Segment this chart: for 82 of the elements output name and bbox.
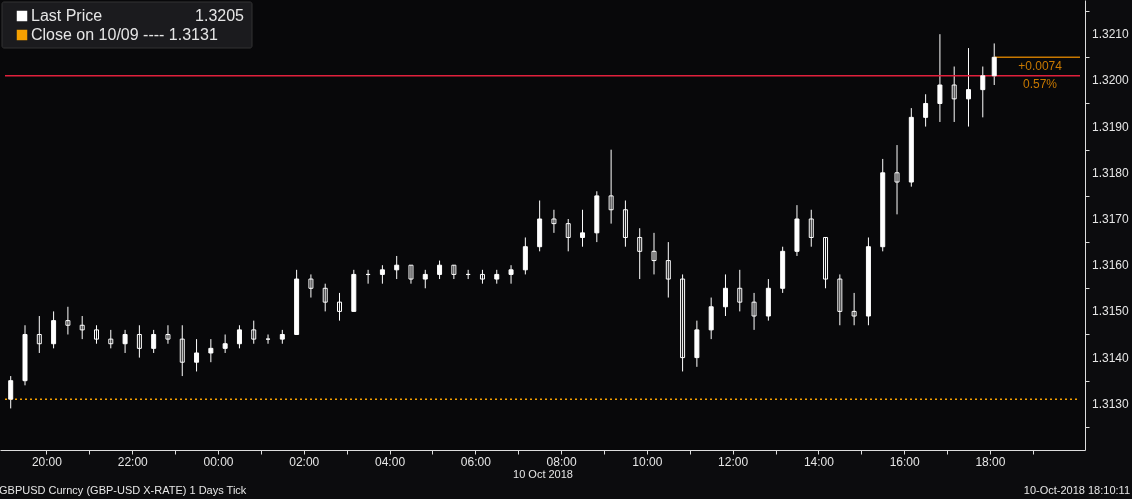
candlestick bbox=[851, 292, 857, 326]
candlestick bbox=[322, 283, 328, 312]
candlestick bbox=[737, 269, 743, 312]
x-tick-label: 14:00 bbox=[803, 454, 835, 469]
candlestick bbox=[565, 218, 571, 252]
x-tick-label: 06:00 bbox=[460, 454, 492, 469]
y-tick-label: 1.3180 bbox=[1092, 165, 1130, 180]
candlestick bbox=[451, 264, 457, 280]
candlestick bbox=[108, 329, 114, 349]
candlestick bbox=[622, 200, 628, 248]
candlestick bbox=[179, 324, 185, 377]
candlestick bbox=[522, 236, 528, 275]
y-tick-label: 1.3160 bbox=[1092, 258, 1130, 273]
candlestick bbox=[991, 42, 997, 86]
annotation: +0.0074 bbox=[1018, 59, 1063, 74]
x-axis-title: 10 Oct 2018 bbox=[513, 467, 573, 480]
candlestick bbox=[194, 338, 200, 372]
candlestick bbox=[151, 329, 157, 354]
candlestick bbox=[65, 306, 71, 335]
candlestick bbox=[337, 292, 343, 322]
candlestick bbox=[966, 47, 971, 128]
x-tick-label: 12:00 bbox=[718, 454, 749, 469]
x-tick-label: 22:00 bbox=[117, 454, 149, 469]
text: 10-Oct-2018 18:10:11 bbox=[1023, 484, 1130, 496]
x-tick-label: 02:00 bbox=[289, 454, 320, 469]
legend-label: Last Price bbox=[31, 7, 103, 24]
candlestick bbox=[823, 236, 829, 289]
candlestick bbox=[580, 209, 586, 248]
candlestick bbox=[637, 227, 643, 280]
annotation: 1.3205 bbox=[195, 7, 245, 24]
x-tick-label: 04:00 bbox=[375, 454, 406, 469]
candlestick bbox=[894, 144, 900, 215]
candlestick bbox=[251, 320, 257, 345]
candlestick bbox=[980, 66, 986, 118]
candlestick bbox=[265, 334, 271, 345]
candlestick bbox=[122, 329, 128, 354]
candlestick bbox=[551, 209, 557, 234]
candlestick bbox=[394, 255, 400, 280]
y-tick-label: 1.3130 bbox=[1092, 396, 1130, 411]
x-tick-label: 08:00 bbox=[546, 454, 577, 469]
x-tick-label: 10:00 bbox=[632, 454, 663, 469]
candlestick bbox=[51, 310, 57, 349]
candlestick bbox=[923, 93, 929, 128]
candlestick bbox=[508, 264, 514, 285]
candlestick bbox=[751, 292, 757, 331]
y-tick-label: 1.3210 bbox=[1092, 27, 1130, 42]
y-tick-label: 1.3170 bbox=[1092, 211, 1130, 226]
candlestick bbox=[651, 232, 657, 275]
candlestick bbox=[951, 66, 957, 123]
candlestick bbox=[808, 209, 814, 248]
candlestick bbox=[837, 273, 843, 326]
candlestick bbox=[79, 315, 85, 340]
candlestick bbox=[136, 324, 142, 359]
candlestick bbox=[8, 375, 14, 409]
candlestick bbox=[708, 297, 714, 340]
text: GBPUSD Curncy (GBP-USD X-RATE) 1 Days Tick bbox=[0, 484, 247, 496]
candlestick bbox=[208, 338, 214, 363]
candlestick bbox=[437, 260, 443, 280]
candlestick bbox=[422, 269, 428, 289]
x-tick-label: 20:00 bbox=[31, 454, 63, 469]
candlestick bbox=[308, 273, 314, 299]
candlestick bbox=[222, 334, 228, 354]
candlestick bbox=[93, 324, 99, 345]
x-tick-label: 18:00 bbox=[975, 454, 1006, 469]
candlestick bbox=[608, 149, 614, 225]
candlestick bbox=[722, 273, 728, 317]
legend-label: Close on 10/09 ---- 1.3131 bbox=[31, 26, 218, 43]
candlestick bbox=[379, 264, 385, 285]
candlestick bbox=[665, 241, 671, 299]
candlestick bbox=[408, 264, 414, 285]
annotation: 0.57% bbox=[1023, 77, 1058, 92]
y-tick-label: 1.3140 bbox=[1092, 350, 1130, 365]
candlestick bbox=[937, 33, 943, 123]
y-tick-label: 1.3200 bbox=[1092, 73, 1130, 88]
candlestick bbox=[165, 324, 171, 345]
x-tick-label: 00:00 bbox=[203, 454, 234, 469]
x-tick-label: 16:00 bbox=[889, 454, 921, 469]
candlestick bbox=[36, 315, 42, 354]
candlestick bbox=[680, 273, 686, 372]
candlestick bbox=[236, 324, 242, 349]
y-tick-label: 1.3150 bbox=[1092, 304, 1130, 319]
y-tick-label: 1.3190 bbox=[1092, 119, 1130, 134]
